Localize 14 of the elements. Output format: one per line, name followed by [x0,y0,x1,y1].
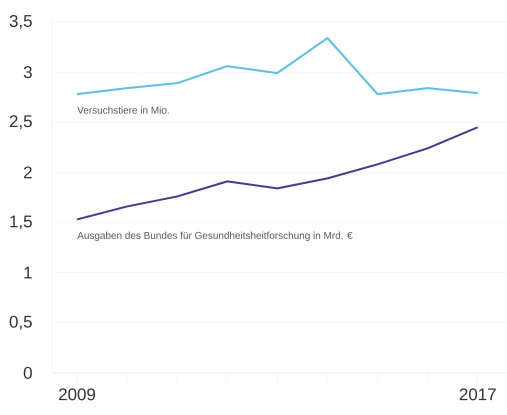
y-tick-label: 2 [24,166,32,178]
x-tick-label: 2009 [59,388,96,400]
y-tick-label: 3,5 [10,15,32,30]
y-tick-label: 0,5 [10,316,32,330]
y-tick-label: 0 [24,366,32,379]
y-tick-label: 1 [24,266,32,279]
y-tick-label: 2,5 [10,115,32,130]
series-label: Ausgaben des Bundes für Gesundheitsheitforschung in Mrd. € [77,232,353,242]
series-label: Versuchstiere in Mio. [77,106,169,114]
line-series [76,126,479,221]
y-tick-label: 1,5 [10,216,32,230]
y-tick-label: 3 [24,66,32,78]
x-tick-label: 2017 [460,388,496,400]
line-series [76,37,479,96]
